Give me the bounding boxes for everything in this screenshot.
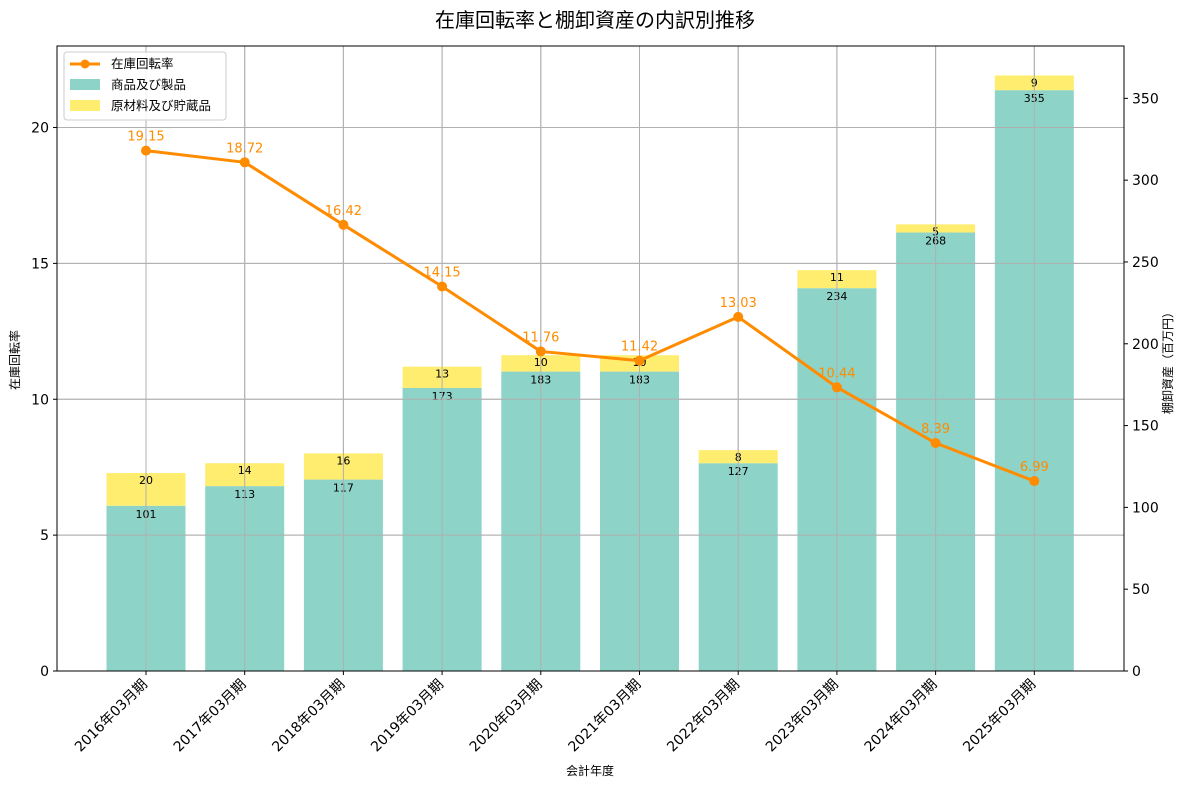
right-tick-label: 50 — [1132, 582, 1150, 598]
x-tick-label: 2018年03月期 — [269, 677, 348, 756]
legend-marker-icon — [80, 59, 90, 69]
x-tick-label: 2017年03月期 — [171, 677, 250, 756]
turnover-point-label: 16.42 — [325, 204, 362, 219]
left-y-axis-ticks: 0 5 10 15 20 — [31, 121, 57, 680]
right-y-axis-label: 棚卸資産（百万円） — [1160, 306, 1175, 414]
right-tick-label: 100 — [1132, 500, 1159, 516]
turnover-point-marker — [831, 382, 842, 393]
left-tick-label: 5 — [40, 528, 49, 544]
x-axis-ticks: 2016年03月期 2017年03月期 2018年03月期 2019年03月期 2020… — [72, 671, 1039, 755]
legend: 在庫回転率 商品及び製品 原材料及び貯蔵品 — [63, 51, 227, 121]
right-tick-label: 150 — [1132, 419, 1159, 435]
right-tick-label: 0 — [1132, 664, 1141, 680]
left-tick-label: 15 — [31, 256, 49, 272]
x-tick-label: 2023年03月期 — [763, 677, 842, 756]
right-tick-label: 200 — [1132, 337, 1159, 353]
x-tick-label: 2019年03月期 — [368, 677, 447, 756]
turnover-point-marker — [930, 438, 941, 449]
x-tick-label: 2021年03月期 — [566, 677, 645, 756]
turnover-point-marker — [141, 145, 151, 156]
turnover-point-label: 19.15 — [127, 130, 164, 145]
turnover-point-label: 8.39 — [921, 422, 950, 437]
turnover-point-label: 11.76 — [522, 330, 559, 345]
turnover-point-marker — [239, 157, 250, 168]
turnover-point-marker — [634, 355, 645, 366]
turnover-point-label: 18.72 — [226, 141, 263, 156]
right-tick-label: 250 — [1132, 255, 1159, 271]
right-tick-label: 350 — [1132, 91, 1159, 107]
turnover-point-label: 13.03 — [720, 296, 757, 311]
legend-swatch-materials — [70, 100, 100, 111]
right-y-axis-ticks: 0 50 100 150 200 250 300 350 — [1124, 91, 1159, 680]
stacked-bars — [106, 75, 1074, 672]
turnover-point-label: 11.42 — [621, 340, 658, 355]
turnover-point-label: 14.15 — [423, 265, 460, 280]
x-tick-label: 2024年03月期 — [862, 677, 941, 756]
legend-swatch-products — [70, 79, 100, 90]
turnover-point-marker — [1029, 476, 1040, 487]
x-tick-label: 2020年03月期 — [467, 677, 546, 756]
turnover-point-label: 6.99 — [1020, 460, 1049, 475]
turnover-point-label: 10.44 — [818, 366, 855, 381]
turnover-point-marker — [338, 219, 349, 230]
turnover-point-marker — [437, 281, 448, 292]
left-tick-label: 0 — [40, 664, 49, 680]
legend-box — [63, 51, 227, 121]
plot-frame — [56, 45, 1125, 672]
turnover-point-marker — [535, 346, 546, 357]
chart-title: 在庫回転率と棚卸資産の内訳別推移 — [435, 8, 755, 32]
legend-label-turnover: 在庫回転率 — [111, 56, 174, 71]
legend-label-materials: 原材料及び貯蔵品 — [111, 98, 211, 113]
left-tick-label: 20 — [31, 121, 49, 137]
left-tick-label: 10 — [31, 392, 49, 408]
x-tick-label: 2022年03月期 — [664, 677, 743, 756]
x-axis-label: 会計年度 — [566, 763, 614, 778]
x-tick-label: 2016年03月期 — [72, 677, 151, 756]
right-tick-label: 300 — [1132, 173, 1159, 189]
turnover-line-path — [145, 149, 1035, 483]
turnover-line: 19.15 18.72 16.42 14.15 11.76 11.42 13.03 10.44… — [127, 130, 1049, 487]
legend-label-products: 商品及び製品 — [111, 77, 186, 92]
turnover-point-marker — [733, 311, 744, 322]
x-tick-label: 2025年03月期 — [960, 677, 1039, 756]
left-y-axis-label: 在庫回転率 — [7, 330, 22, 390]
